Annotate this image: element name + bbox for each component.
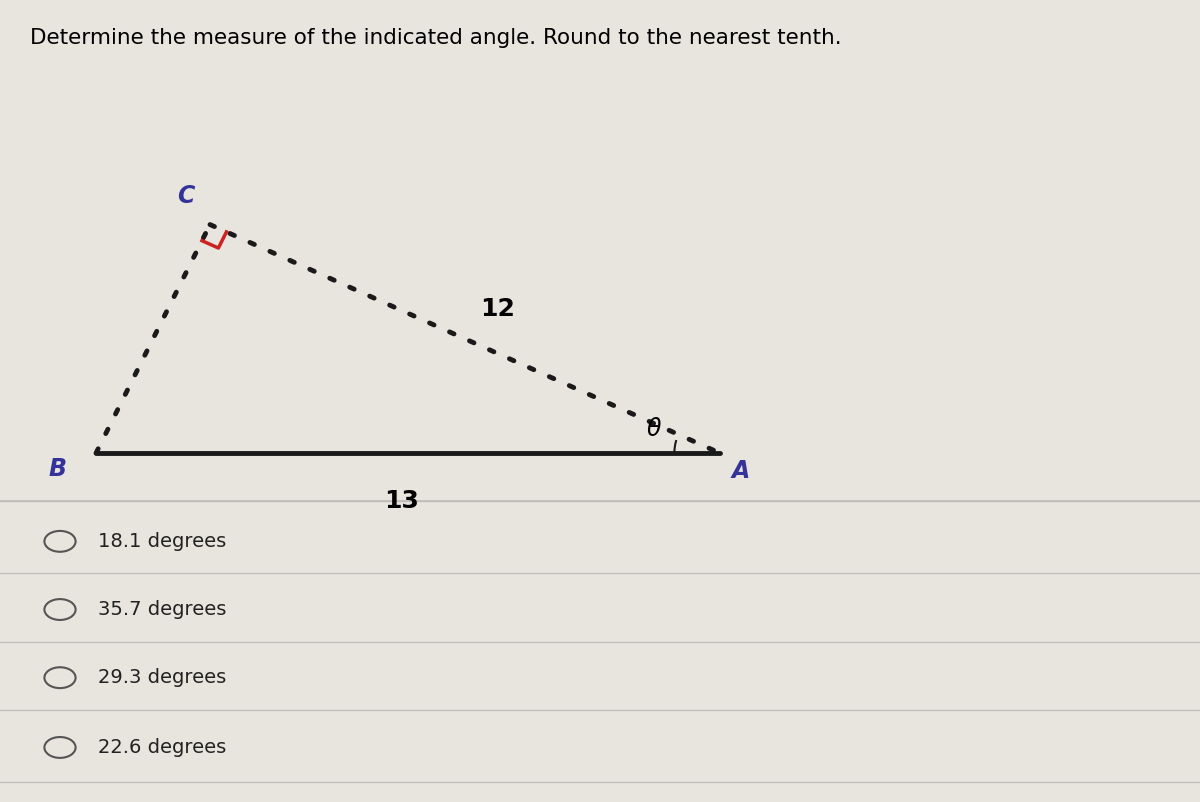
Text: B: B [48,457,67,481]
Text: 13: 13 [384,489,420,513]
Text: 22.6 degrees: 22.6 degrees [98,738,227,757]
Text: 12: 12 [480,297,516,321]
Text: Determine the measure of the indicated angle. Round to the nearest tenth.: Determine the measure of the indicated a… [30,28,841,48]
Text: 35.7 degrees: 35.7 degrees [98,600,227,619]
Text: C: C [178,184,194,209]
Text: 29.3 degrees: 29.3 degrees [98,668,227,687]
Text: $\theta$: $\theta$ [646,417,662,441]
Text: A: A [731,459,750,483]
Text: 18.1 degrees: 18.1 degrees [98,532,227,551]
